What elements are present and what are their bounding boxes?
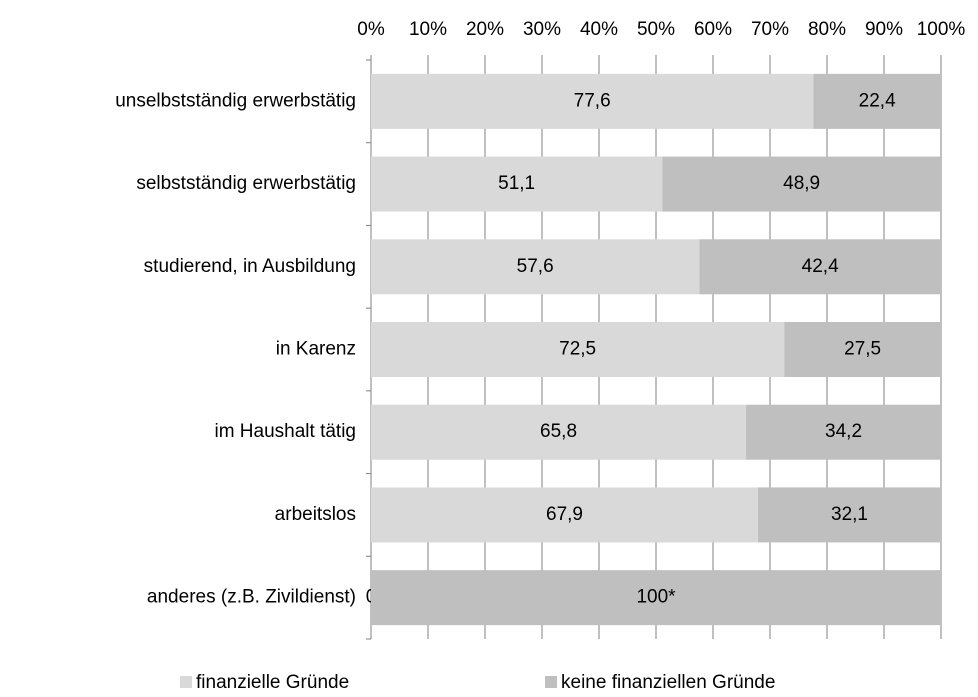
x-tick-label: 20%: [466, 19, 504, 40]
legend-label: keine finanziellen Gründe: [561, 672, 775, 693]
y-tick-label: anderes (z.B. Zivildienst): [147, 587, 356, 608]
legend-label: finanzielle Gründe: [196, 672, 349, 693]
data-label: 48,9: [783, 173, 820, 194]
bar-segment: [758, 487, 941, 543]
y-tick-label: in Karenz: [276, 339, 356, 360]
data-label: 22,4: [859, 90, 896, 111]
bar-segment: [371, 73, 814, 129]
x-tick-label: 10%: [409, 19, 447, 40]
y-tick-label: im Haushalt tätig: [214, 421, 356, 442]
bar-segment: [784, 322, 941, 377]
x-tick-label: 90%: [865, 19, 903, 40]
bar-segment: [371, 487, 759, 543]
bar-segment: [699, 239, 941, 295]
bar-segment: [371, 239, 700, 295]
bar-segment: [371, 404, 747, 460]
data-label: 34,2: [825, 421, 862, 442]
x-tick-label: 60%: [694, 19, 732, 40]
bar-segment: [813, 73, 941, 129]
data-label: 67,9: [546, 504, 583, 525]
data-label: 32,1: [831, 504, 868, 525]
x-tick-label: 70%: [751, 19, 789, 40]
legend-swatch: [545, 676, 557, 688]
y-tick-label: studierend, in Ausbildung: [144, 256, 356, 277]
data-label: 72,5: [559, 339, 596, 360]
y-tick-label: unselbstständig erwerbstätig: [115, 90, 356, 111]
x-tick-label: 80%: [808, 19, 846, 40]
data-label: 65,8: [540, 421, 577, 442]
bar-segment: [371, 570, 941, 626]
data-label: 77,6: [574, 90, 611, 111]
y-tick-label: selbstständig erwerbstätig: [136, 173, 356, 194]
data-label: 100*: [636, 587, 676, 608]
bar-segment: [746, 404, 941, 460]
data-label: 51,1: [498, 173, 535, 194]
data-label: 27,5: [844, 339, 881, 360]
x-tick-label: 50%: [637, 19, 675, 40]
y-tick-label: arbeitslos: [275, 504, 356, 525]
x-tick-label: 0%: [357, 19, 385, 40]
x-tick-label: 30%: [523, 19, 561, 40]
x-tick-label: 100%: [917, 19, 966, 40]
legend-swatch: [180, 676, 192, 688]
data-label: 42,4: [802, 256, 839, 277]
x-tick-label: 40%: [580, 19, 618, 40]
bar-segment: [371, 322, 785, 377]
bar-segment: [371, 156, 663, 212]
bar-segment: [662, 156, 941, 212]
data-label: 57,6: [517, 256, 554, 277]
